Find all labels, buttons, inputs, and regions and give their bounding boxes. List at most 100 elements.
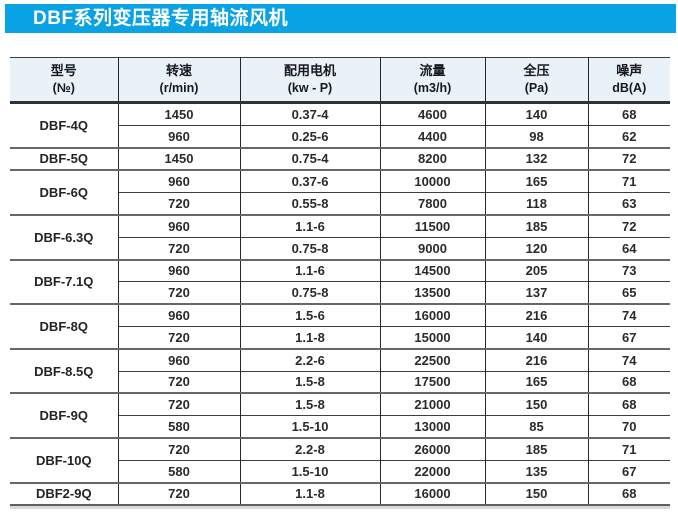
cell-noise: 68	[587, 370, 670, 394]
model-cell: DBF-5Q	[10, 146, 118, 171]
cell-speed: 720	[117, 392, 240, 416]
cell-flow: 16000	[379, 303, 485, 327]
column-header-line2: (r/min)	[159, 80, 199, 95]
cell-pressure: 165	[484, 370, 588, 394]
cell-speed: 960	[117, 124, 240, 148]
model-cell: DBF-6Q	[10, 169, 118, 215]
cell-motor: 0.75-4	[239, 146, 380, 171]
cell-motor: 2.2-6	[239, 347, 380, 372]
cell-speed: 960	[117, 347, 240, 372]
cell-speed: 720	[117, 325, 240, 349]
table-row: DBF-6Q 960 0.37-6 10000 165 71	[10, 169, 670, 215]
cell-noise: 68	[587, 392, 670, 416]
table-row: 720 0.55-8 7800 118 63	[10, 192, 670, 215]
model-cell: DBF-7.1Q	[10, 258, 118, 305]
table-row: 580 1.5-10 13000 85 70	[10, 415, 670, 438]
spec-table-body: DBF-4Q 1450 0.37-4 4600 140 68 960 0.25-6 4400 98…	[10, 102, 670, 507]
cell-pressure: 216	[484, 347, 588, 372]
cell-noise: 74	[587, 303, 670, 327]
cell-speed: 720	[117, 370, 240, 394]
cell-speed: 720	[117, 436, 240, 461]
cell-pressure: 132	[484, 146, 588, 171]
column-header-line1: 转速	[165, 62, 192, 78]
table-row: DBF-8.5Q 960 2.2-6 22500 216 74	[10, 347, 670, 394]
cell-pressure: 150	[484, 481, 588, 507]
cell-speed: 1450	[117, 146, 240, 171]
cell-motor: 1.1-8	[239, 325, 380, 349]
model-cell: DBF-6.3Q	[10, 213, 118, 260]
cell-noise: 68	[587, 481, 670, 507]
cell-flow: 26000	[379, 436, 485, 461]
table-row: DBF-10Q 720 2.2-8 26000 185 71	[10, 436, 670, 483]
column-header-line2: (Pa)	[524, 80, 549, 95]
header-row: 型号 (№) 转速 (r/min) 配用电机 (kw - P) 流量 (m3/h) 全压 (Pa)…	[10, 57, 670, 104]
cell-flow: 22000	[379, 459, 485, 483]
cell-motor: 0.37-4	[239, 102, 380, 126]
cell-pressure: 140	[484, 102, 588, 126]
cell-flow: 16000	[379, 481, 485, 507]
table-row: 720 0.75-8 13500 137 65	[10, 281, 670, 305]
cell-flow: 4400	[379, 124, 485, 148]
cell-noise: 63	[587, 192, 670, 215]
column-header-line1: 配用电机	[283, 62, 336, 78]
cell-flow: 11500	[379, 213, 485, 238]
cell-motor: 1.1-8	[239, 481, 380, 507]
page-title-banner: DBF系列变压器专用轴流风机	[5, 4, 676, 33]
cell-pressure: 150	[484, 392, 588, 416]
cell-speed: 960	[117, 213, 240, 238]
model-cell: DBF-9Q	[10, 392, 118, 438]
column-header-line2: (№)	[52, 80, 75, 95]
cell-pressure: 135	[484, 459, 588, 483]
column-header-motor: 配用电机 (kw - P)	[239, 57, 380, 104]
cell-pressure: 185	[484, 436, 588, 461]
cell-pressure: 120	[484, 236, 588, 260]
cell-speed: 720	[117, 281, 240, 305]
column-header-line1: 全压	[523, 62, 550, 78]
cell-pressure: 205	[484, 258, 588, 282]
cell-pressure: 185	[484, 213, 588, 238]
cell-motor: 0.75-8	[239, 236, 380, 260]
cell-motor: 0.75-8	[239, 281, 380, 305]
model-cell: DBF2-9Q	[10, 481, 118, 507]
cell-flow: 7800	[379, 192, 485, 215]
cell-noise: 62	[587, 124, 670, 148]
column-header-model: 型号 (№)	[10, 57, 118, 104]
table-row: 960 0.25-6 4400 98 62	[10, 124, 670, 148]
table-row: DBF-9Q 720 1.5-8 21000 150 68	[10, 392, 670, 438]
cell-pressure: 118	[484, 192, 588, 215]
table-row: 720 1.5-8 17500 165 68	[10, 370, 670, 394]
cell-flow: 21000	[379, 392, 485, 416]
cell-motor: 1.5-8	[239, 370, 380, 394]
cell-motor: 0.55-8	[239, 192, 380, 215]
fan-spec-table: 型号 (№) 转速 (r/min) 配用电机 (kw - P) 流量 (m3/h) 全压 (Pa)…	[10, 57, 670, 507]
cell-flow: 14500	[379, 258, 485, 282]
cell-noise: 65	[587, 281, 670, 305]
column-header-noise: 噪声 dB(A)	[587, 57, 670, 104]
cell-flow: 13500	[379, 281, 485, 305]
cell-motor: 1.1-6	[239, 213, 380, 238]
cell-motor: 0.37-6	[239, 169, 380, 193]
table-row: DBF-8Q 960 1.5-6 16000 216 74	[10, 303, 670, 349]
cell-motor: 1.1-6	[239, 258, 380, 282]
cell-flow: 17500	[379, 370, 485, 394]
cell-motor: 0.25-6	[239, 124, 380, 148]
table-row: DBF2-9Q 720 1.1-8 16000 150 68	[10, 481, 670, 507]
cell-noise: 73	[587, 258, 670, 282]
cell-flow: 8200	[379, 146, 485, 171]
cell-noise: 72	[587, 213, 670, 238]
table-row: DBF-6.3Q 960 1.1-6 11500 185 72	[10, 213, 670, 260]
cell-motor: 1.5-6	[239, 303, 380, 327]
cell-speed: 1450	[117, 102, 240, 126]
page-title: DBF系列变压器专用轴流风机	[33, 8, 289, 29]
model-cell: DBF-4Q	[39, 117, 88, 133]
cell-motor: 2.2-8	[239, 436, 380, 461]
cell-speed: 960	[117, 169, 240, 193]
model-cell: DBF-10Q	[10, 436, 118, 483]
cell-noise: 64	[587, 236, 670, 260]
cell-flow: 15000	[379, 325, 485, 349]
spec-table-header: 型号 (№) 转速 (r/min) 配用电机 (kw - P) 流量 (m3/h) 全压 (Pa)…	[10, 57, 670, 104]
cell-pressure: 140	[484, 325, 588, 349]
cell-motor: 1.5-10	[239, 459, 380, 483]
cell-pressure: 165	[484, 169, 588, 193]
table-row: 580 1.5-10 22000 135 67	[10, 459, 670, 483]
